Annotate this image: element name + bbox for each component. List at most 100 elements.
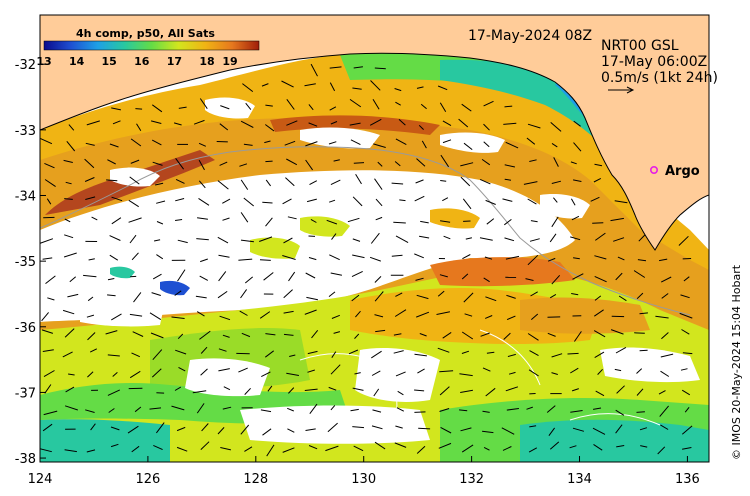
current-vector xyxy=(551,216,559,228)
current-vector xyxy=(396,407,405,412)
current-vector xyxy=(399,199,406,202)
current-vector xyxy=(571,215,580,221)
current-vector xyxy=(416,294,429,300)
current-vector xyxy=(414,195,425,202)
current-vector xyxy=(593,407,602,410)
current-vector xyxy=(439,274,448,278)
current-vector xyxy=(156,254,164,260)
current-vector xyxy=(330,121,338,125)
current-vector xyxy=(658,390,666,395)
current-vector xyxy=(40,448,52,453)
current-vector xyxy=(88,258,95,261)
current-vector xyxy=(660,370,670,377)
current-vector xyxy=(244,276,254,284)
current-vector xyxy=(42,257,53,260)
current-vector xyxy=(112,120,121,125)
current-vector xyxy=(415,179,424,184)
current-vector xyxy=(352,387,364,391)
current-vector xyxy=(503,332,511,340)
current-vector xyxy=(289,354,296,357)
colorbar-tick-15: 15 xyxy=(102,55,117,68)
current-vector xyxy=(152,104,163,113)
current-vector xyxy=(266,444,275,457)
current-vector xyxy=(351,270,363,278)
current-vector xyxy=(196,403,205,414)
current-vector xyxy=(107,294,116,297)
current-vector xyxy=(395,371,406,377)
current-vector xyxy=(351,294,360,302)
current-vector xyxy=(420,103,427,110)
current-vector xyxy=(130,159,140,164)
current-vector xyxy=(262,428,272,436)
current-vector xyxy=(636,388,644,396)
current-vector xyxy=(199,98,208,109)
current-vector xyxy=(149,407,162,410)
current-vector xyxy=(131,445,140,453)
current-vector xyxy=(333,159,340,162)
current-vector xyxy=(460,389,473,393)
current-vector xyxy=(527,198,537,205)
scale-label: 0.5m/s (1kt 24h) xyxy=(601,70,718,86)
current-vector xyxy=(306,296,318,301)
current-vector xyxy=(330,364,341,375)
current-vector xyxy=(110,426,120,431)
current-vector xyxy=(415,277,424,281)
current-vector xyxy=(152,161,163,166)
current-vector xyxy=(573,142,582,152)
current-vector xyxy=(245,102,252,110)
current-vector xyxy=(393,333,402,336)
current-vector xyxy=(197,217,208,220)
current-vector xyxy=(595,232,606,241)
current-vector xyxy=(43,410,58,416)
current-vector xyxy=(65,181,72,185)
current-vector xyxy=(572,273,584,280)
current-vector xyxy=(328,141,337,145)
current-vector xyxy=(354,333,360,339)
current-vector xyxy=(109,235,121,241)
current-vector xyxy=(616,445,625,448)
current-vector xyxy=(421,140,427,149)
contours xyxy=(40,146,691,426)
current-vector xyxy=(243,197,255,207)
current-vector xyxy=(310,63,318,77)
current-vector xyxy=(485,315,493,319)
current-vector xyxy=(679,312,693,319)
current-vector xyxy=(175,198,185,202)
current-vector xyxy=(310,218,317,223)
current-vector xyxy=(502,198,513,202)
current-vector xyxy=(614,200,628,204)
y-tick-label: -37 xyxy=(15,386,36,401)
current-vector xyxy=(329,254,340,261)
current-vector xyxy=(414,411,426,413)
current-vector xyxy=(416,86,424,89)
current-vector xyxy=(305,428,316,431)
current-vector xyxy=(483,100,494,107)
current-vector xyxy=(196,311,205,317)
current-vector xyxy=(682,352,693,355)
current-vector xyxy=(265,217,273,227)
current-vector xyxy=(639,312,648,315)
current-vector xyxy=(529,238,540,242)
current-vector xyxy=(483,277,490,283)
current-vector xyxy=(660,424,669,430)
current-vector xyxy=(393,350,404,354)
current-vector xyxy=(371,425,383,430)
current-vector xyxy=(414,389,425,392)
current-vector xyxy=(355,173,362,185)
argo-marker: Argo xyxy=(649,164,700,179)
argo-label: Argo xyxy=(665,164,700,179)
current-vector xyxy=(264,350,275,358)
current-vector xyxy=(283,333,294,336)
current-vector xyxy=(594,295,602,301)
current-vector xyxy=(151,368,162,378)
current-vector xyxy=(328,386,337,391)
current-vector xyxy=(549,233,557,243)
current-vector xyxy=(222,217,230,221)
current-vector xyxy=(461,444,474,453)
current-vector xyxy=(657,446,666,455)
current-vector xyxy=(219,315,231,321)
current-vector xyxy=(395,235,409,244)
current-vector xyxy=(43,370,55,378)
current-vector xyxy=(503,219,512,226)
current-vector xyxy=(243,143,253,146)
